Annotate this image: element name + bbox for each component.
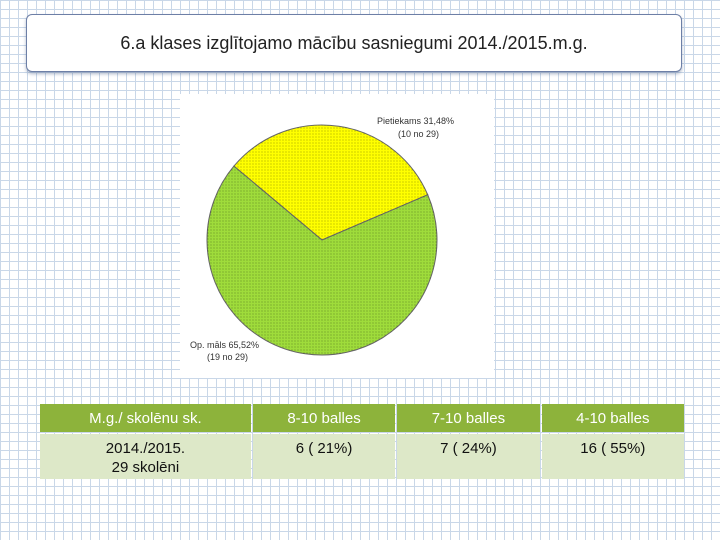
table-cell-text: 2014./2015. — [105, 440, 186, 457]
table-cell-2: 7 ( 24%) — [397, 434, 540, 479]
pie-sublabel-0: (10 no 29) — [398, 129, 439, 139]
title-box: 6.a klases izglītojamo mācību sasniegumi… — [26, 14, 682, 72]
chart-panel: Pietiekams 31,48% (10 no 29) Op. māls 65,5… — [180, 94, 494, 378]
pie-slice-pattern-0 — [233, 124, 428, 240]
table-header-cell-3: 4-10 balles — [541, 404, 684, 432]
table-header-row: M.g./ skolēnu sk. 8-10 balles 7-10 balles 4… — [40, 404, 684, 432]
table-cell-3: 16 ( 55%) — [541, 434, 684, 479]
table-cell-text: 16 ( 55%) — [580, 440, 646, 457]
pie-label-1: Op. māls 65,52% — [190, 340, 259, 350]
table-header-cell-0: M.g./ skolēnu sk. — [40, 404, 251, 432]
table-cell-text: 7 ( 24%) — [440, 440, 497, 457]
table-cell-1: 6 ( 21%) — [252, 434, 396, 479]
table-cell-0: 2014./2015. 29 skolēni — [40, 434, 251, 479]
table-row: 2014./2015. 29 skolēni 6 ( 21%) 7 ( 24%) 16 … — [40, 434, 684, 479]
table-cell-text: 29 skolēni — [111, 459, 180, 476]
table-header-cell-1: 8-10 balles — [252, 404, 396, 432]
table-header-cell-2: 7-10 balles — [397, 404, 540, 432]
table-cell-text: 6 ( 21%) — [295, 440, 353, 457]
page-title: 6.a klases izglītojamo mācību sasniegumi… — [120, 32, 588, 53]
pie-sublabel-1: (19 no 29) — [207, 352, 248, 362]
pie-label-0: Pietiekams 31,48% — [377, 116, 454, 126]
results-table: M.g./ skolēnu sk. 8-10 balles 7-10 balles 4… — [38, 402, 686, 481]
pie-chart: Pietiekams 31,48% (10 no 29) Op. māls 65,5… — [190, 116, 454, 362]
pie-slice-pattern-1 — [206, 166, 437, 355]
